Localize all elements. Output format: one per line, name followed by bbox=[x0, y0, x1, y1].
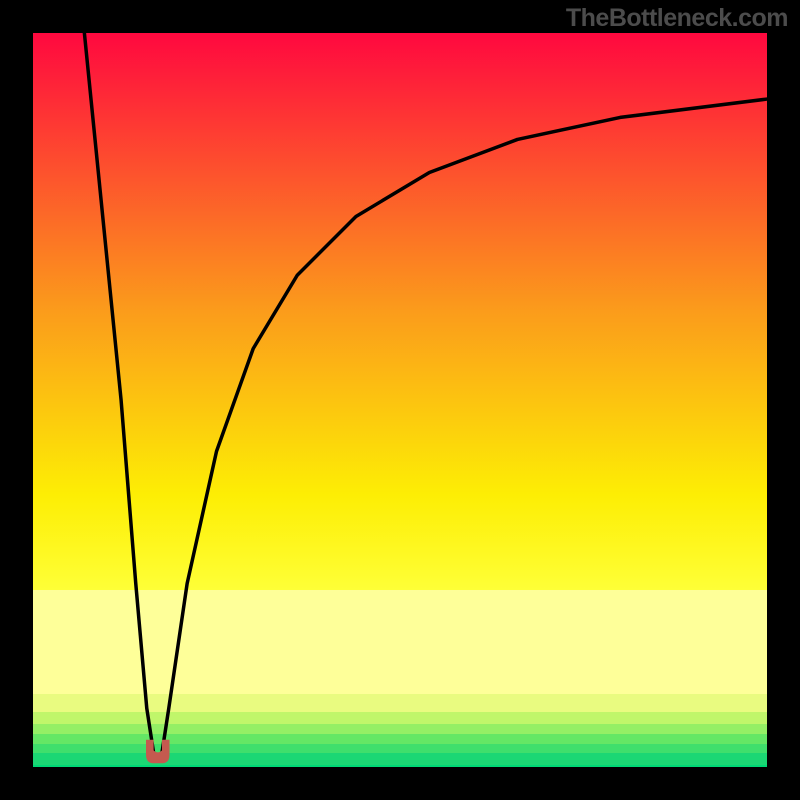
chart-svg bbox=[0, 0, 800, 800]
chart-container: TheBottleneck.com bbox=[0, 0, 800, 800]
watermark-text: TheBottleneck.com bbox=[566, 4, 788, 33]
